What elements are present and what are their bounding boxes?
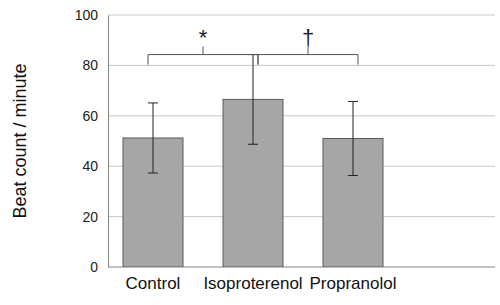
error-bar [148, 103, 158, 173]
x-tick: Control [126, 267, 181, 293]
significance-mark: * [199, 25, 208, 50]
y-axis-title: Beat count / minute [10, 63, 30, 218]
x-tick-label: Propranolol [310, 274, 397, 293]
y-axis: 0 20 40 60 80 100 [75, 7, 109, 275]
y-tick: 40 [82, 158, 108, 174]
error-bar-cap [148, 102, 158, 103]
y-axis-line [108, 16, 109, 268]
y-tick: 80 [82, 57, 108, 73]
error-bar [248, 55, 258, 145]
y-tick: 0 [90, 259, 108, 275]
x-tick: Isoproterenol [203, 267, 302, 293]
chart: 0 20 40 60 80 100 Control Isoproterenol Proprano… [0, 0, 500, 305]
y-tick: 100 [75, 7, 108, 23]
y-tick-label: 100 [75, 7, 99, 23]
error-bar-cap [348, 175, 358, 176]
y-tick-label: 60 [82, 108, 98, 124]
error-bar-stem [353, 101, 354, 175]
x-tick: Propranolol [310, 267, 397, 293]
y-tick-label: 0 [90, 259, 98, 275]
error-bar-cap [348, 101, 358, 102]
grid-line [108, 65, 495, 66]
x-tick-label: Control [126, 274, 181, 293]
y-tick-label: 80 [82, 57, 98, 73]
grid-line [108, 115, 495, 116]
error-bar-cap [248, 144, 258, 145]
plot-area [123, 55, 383, 267]
x-axis: Control Isoproterenol Propranolol [126, 267, 397, 293]
error-bar-cap [148, 173, 158, 174]
grid [108, 15, 495, 267]
x-tick-label: Isoproterenol [203, 274, 302, 293]
grid-line [108, 15, 495, 16]
significance-mark: † [302, 25, 314, 50]
error-bar [348, 101, 358, 175]
y-tick-label: 20 [82, 209, 98, 225]
y-tick-label: 40 [82, 158, 98, 174]
annotations: *† [148, 25, 358, 65]
error-bar-stem [153, 103, 154, 173]
y-tick: 60 [82, 108, 108, 124]
error-bar-stem [253, 55, 254, 145]
y-tick: 20 [82, 209, 108, 225]
